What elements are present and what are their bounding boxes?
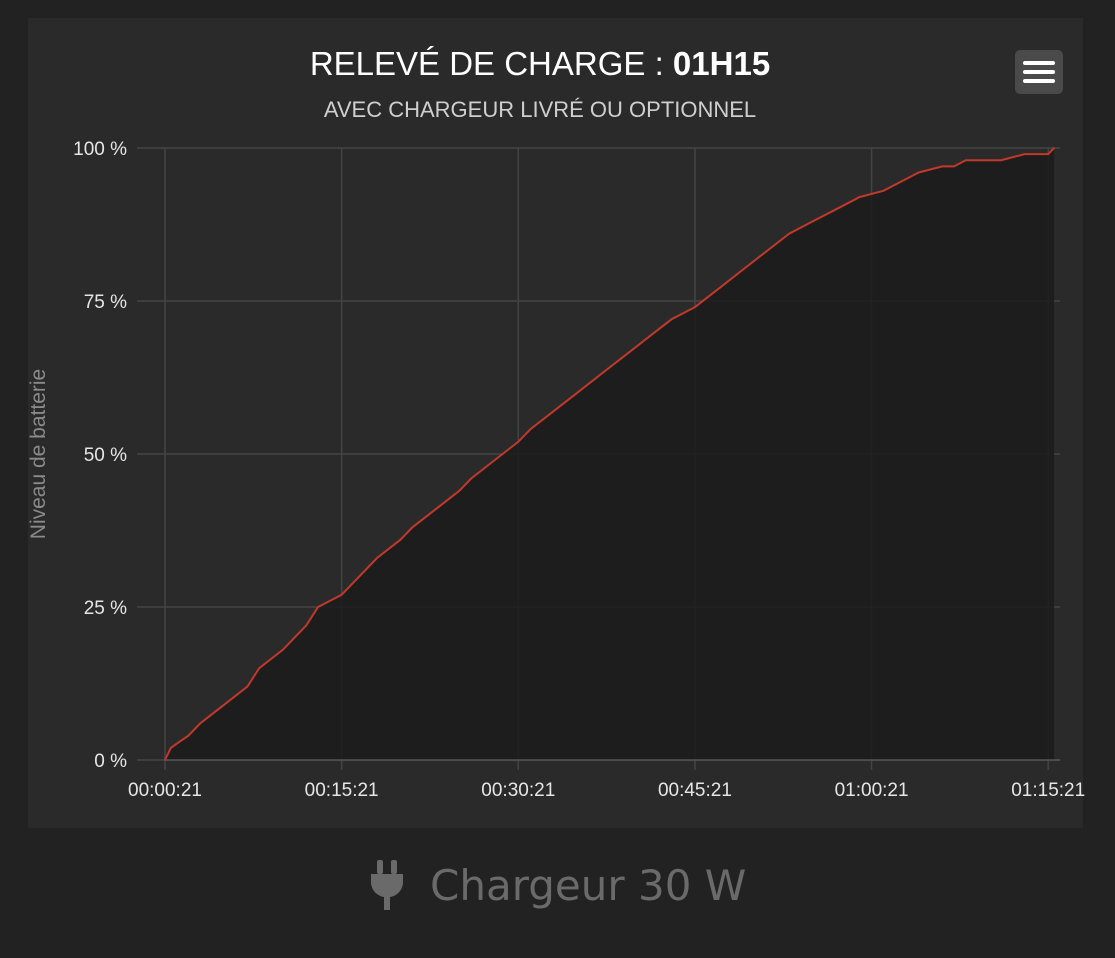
data-point (917, 171, 920, 174)
data-point (317, 606, 319, 608)
y-tick-label: 75 % (84, 292, 127, 313)
x-tick-label: 00:45:21 (658, 780, 732, 801)
data-point (1023, 153, 1026, 155)
y-tick-label: 100 % (73, 139, 127, 160)
chart-menu-button[interactable] (1015, 50, 1063, 94)
data-point (1035, 153, 1038, 155)
battery-line (164, 147, 1055, 761)
chart-title: RELEVÉ DE CHARGE : 01H15 (0, 44, 1080, 84)
data-point (741, 269, 743, 272)
data-point (647, 336, 649, 339)
x-tick-label: 00:15:21 (305, 780, 379, 801)
data-point (576, 392, 578, 394)
data-point (470, 477, 473, 480)
chart-subtitle: AVEC CHARGEUR LIVRÉ OU OPTIONNEL (323, 97, 757, 122)
data-point (1053, 147, 1055, 149)
data-point (376, 557, 378, 559)
data-point (340, 594, 343, 596)
data-point (187, 734, 190, 737)
x-tick-label: 01:00:21 (835, 780, 909, 801)
data-point (717, 288, 720, 290)
data-point (411, 526, 414, 529)
data-point (258, 667, 261, 669)
data-point (246, 685, 249, 688)
data-point (694, 306, 696, 308)
charger-label: Chargeur 30 W (430, 861, 747, 910)
data-point (835, 208, 838, 210)
data-point (399, 538, 402, 541)
y-tick-label: 0 % (94, 751, 127, 772)
data-point (552, 410, 555, 413)
data-point (435, 508, 437, 510)
chart-title-time: 01H15 (672, 45, 771, 82)
data-point (223, 704, 225, 706)
data-point (788, 232, 790, 235)
chart-title-prefix: RELEVÉ DE CHARGE : (309, 45, 673, 82)
x-tick-label: 00:30:21 (481, 780, 555, 801)
data-point (305, 624, 308, 627)
data-point (670, 318, 673, 321)
y-tick-label: 25 % (84, 598, 127, 619)
data-point (811, 220, 814, 223)
battery-area (165, 148, 1055, 760)
data-point (199, 722, 202, 725)
y-tick-label: 50 % (84, 445, 127, 466)
data-point (623, 355, 626, 357)
data-point (859, 196, 861, 198)
hamburger-menu-icon (1023, 61, 1055, 83)
data-point (517, 441, 520, 443)
data-point (493, 459, 496, 461)
x-tick-label: 01:15:21 (1011, 780, 1085, 801)
data-point (882, 190, 885, 192)
y-axis-title: Niveau de batterie (27, 369, 50, 539)
x-tick-label: 00:00:21 (128, 780, 202, 801)
data-point (764, 251, 767, 253)
data-point (941, 165, 943, 168)
data-point (364, 569, 367, 572)
data-point (282, 649, 284, 651)
data-point (906, 177, 908, 180)
data-point (1047, 153, 1049, 155)
data-point (599, 373, 602, 376)
charger-footer: Chargeur 30 W (0, 859, 1115, 914)
data-point (170, 747, 172, 749)
plug-icon (370, 859, 403, 910)
data-point (1000, 159, 1002, 161)
data-point (965, 159, 967, 161)
data-point (529, 428, 531, 431)
data-point (953, 165, 955, 168)
data-point (458, 489, 461, 492)
